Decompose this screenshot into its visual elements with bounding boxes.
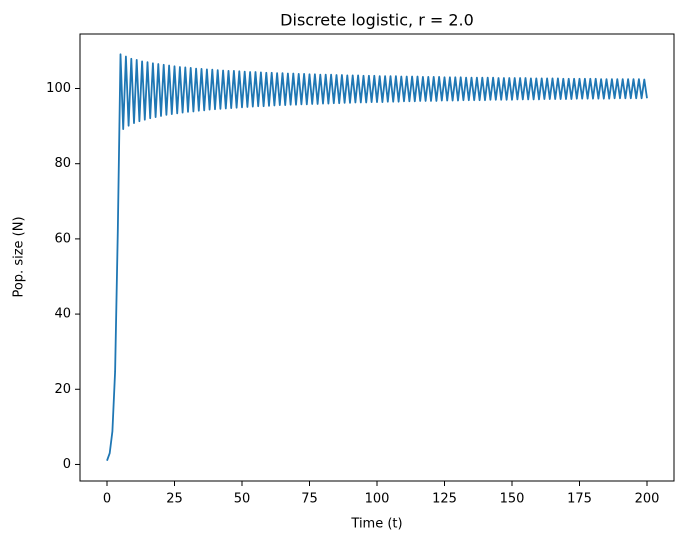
y-axis-label: Pop. size (N) — [12, 216, 27, 297]
y-tick-label: 100 — [46, 81, 71, 96]
x-tick-label: 50 — [234, 492, 251, 507]
data-line — [106, 53, 648, 462]
x-tick-label: 0 — [103, 492, 111, 507]
x-axis-label: Time (t) — [350, 517, 402, 532]
plot-frame — [79, 33, 675, 482]
x-tick-label: 200 — [635, 492, 660, 507]
x-tick-label: 125 — [432, 492, 457, 507]
x-tick-label: 150 — [500, 492, 525, 507]
y-tick-label: 80 — [54, 156, 71, 171]
x-tick-label: 100 — [365, 492, 390, 507]
x-tick-label: 25 — [166, 492, 183, 507]
x-tick-label: 75 — [301, 492, 318, 507]
y-tick-label: 0 — [63, 457, 71, 472]
y-tick-label: 20 — [54, 382, 71, 397]
x-tick-label: 175 — [567, 492, 592, 507]
chart-title: Discrete logistic, r = 2.0 — [280, 11, 474, 30]
y-tick-label: 40 — [54, 307, 71, 322]
y-tick-label: 60 — [54, 231, 71, 246]
